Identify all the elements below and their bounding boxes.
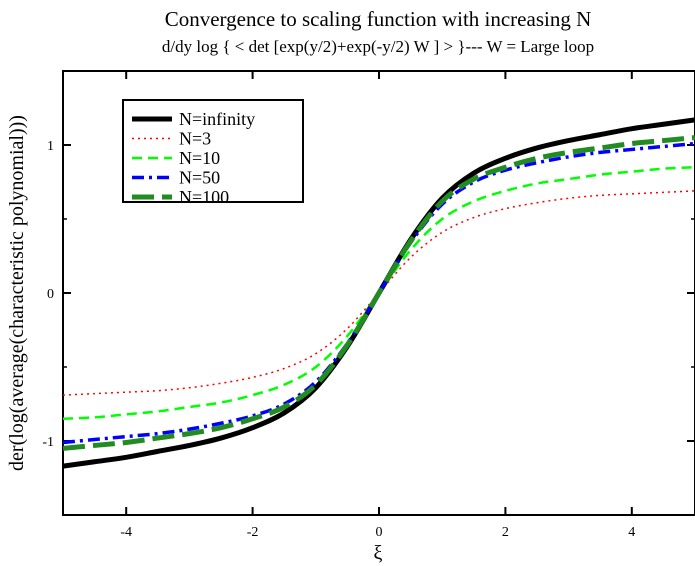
legend-label: N=10 [179, 148, 220, 168]
legend-label: N=3 [179, 129, 211, 149]
y-tick-label: 1 [47, 139, 54, 154]
x-axis: -4 -2 0 2 4 [120, 71, 635, 540]
chart-title: Convergence to scaling function with inc… [165, 7, 592, 31]
x-tick-label: -4 [120, 525, 132, 540]
y-tick-label: 0 [47, 287, 54, 302]
y-tick-label: -1 [42, 435, 54, 450]
x-tick-label: 2 [502, 525, 509, 540]
x-tick-label: 4 [628, 525, 635, 540]
series-line-n-100 [63, 135, 695, 451]
x-tick-label: -2 [247, 525, 259, 540]
series-lines [63, 117, 695, 469]
x-axis-label: ξ [374, 542, 383, 564]
series-line-n-50 [63, 141, 695, 445]
chart-subtitle: d/dy log { < det [exp(y/2)+exp(-y/2) W ]… [162, 37, 594, 56]
legend-label: N=50 [179, 168, 220, 188]
x-tick-label: 0 [376, 525, 383, 540]
legend-label: N=infinity [179, 109, 255, 129]
series-line-n-3 [63, 190, 695, 396]
legend-label: N=100 [179, 187, 229, 207]
y-axis-label: der(log(average(characteristic polynomia… [6, 115, 28, 471]
